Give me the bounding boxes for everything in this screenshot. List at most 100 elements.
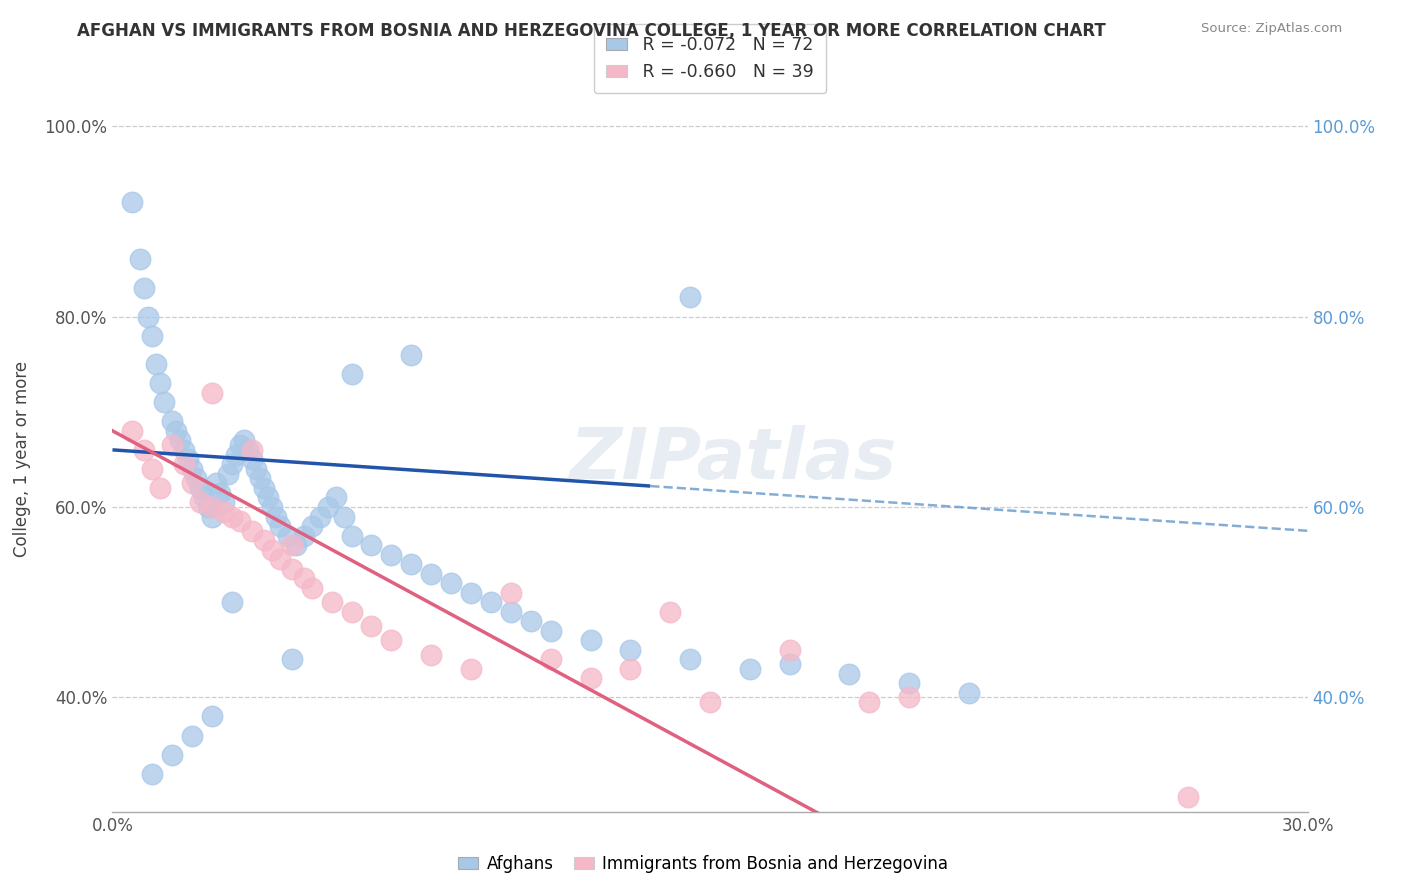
Point — [162, 438, 183, 452]
Point — [277, 528, 299, 542]
Point — [141, 328, 163, 343]
Text: Source: ZipAtlas.com: Source: ZipAtlas.com — [1202, 22, 1343, 36]
Point — [460, 662, 482, 676]
Point — [360, 538, 382, 552]
Point — [269, 552, 291, 566]
Point — [141, 462, 163, 476]
Legend:  R = -0.072   N = 72,  R = -0.660   N = 39: R = -0.072 N = 72, R = -0.660 N = 39 — [593, 24, 827, 93]
Point — [149, 376, 172, 391]
Point — [121, 424, 143, 438]
Point — [520, 614, 543, 628]
Point — [316, 500, 339, 514]
Point — [201, 709, 224, 723]
Point — [420, 648, 443, 662]
Point — [957, 686, 980, 700]
Point — [173, 457, 195, 471]
Y-axis label: College, 1 year or more: College, 1 year or more — [13, 361, 31, 558]
Point — [201, 500, 224, 514]
Point — [181, 476, 204, 491]
Point — [153, 395, 176, 409]
Point — [149, 481, 172, 495]
Point — [134, 442, 156, 457]
Point — [260, 500, 283, 514]
Point — [212, 505, 235, 519]
Point — [188, 495, 211, 509]
Point — [229, 438, 252, 452]
Point — [738, 662, 761, 676]
Point — [134, 281, 156, 295]
Point — [269, 519, 291, 533]
Point — [281, 652, 304, 666]
Point — [240, 442, 263, 457]
Point — [145, 357, 167, 371]
Point — [221, 595, 243, 609]
Point — [257, 491, 280, 505]
Point — [325, 491, 347, 505]
Point — [619, 662, 641, 676]
Point — [281, 562, 304, 576]
Point — [173, 442, 195, 457]
Point — [380, 548, 402, 562]
Point — [360, 619, 382, 633]
Point — [301, 581, 323, 595]
Point — [292, 528, 315, 542]
Point — [699, 695, 721, 709]
Point — [898, 676, 921, 690]
Point — [540, 652, 562, 666]
Point — [479, 595, 502, 609]
Point — [301, 519, 323, 533]
Point — [201, 509, 224, 524]
Text: ZIPatlas: ZIPatlas — [571, 425, 897, 494]
Point — [380, 633, 402, 648]
Point — [181, 729, 204, 743]
Point — [264, 509, 287, 524]
Point — [221, 509, 243, 524]
Point — [281, 538, 304, 552]
Point — [201, 385, 224, 400]
Point — [193, 491, 215, 505]
Point — [221, 457, 243, 471]
Point — [401, 348, 423, 362]
Point — [188, 481, 211, 495]
Point — [340, 605, 363, 619]
Point — [229, 514, 252, 528]
Point — [217, 467, 239, 481]
Point — [186, 471, 208, 485]
Point — [321, 595, 343, 609]
Point — [499, 585, 522, 599]
Point — [679, 291, 702, 305]
Point — [141, 766, 163, 780]
Point — [225, 448, 247, 462]
Point — [401, 557, 423, 571]
Point — [209, 485, 232, 500]
Point — [579, 633, 602, 648]
Point — [212, 495, 235, 509]
Point — [245, 462, 267, 476]
Point — [253, 533, 276, 548]
Point — [898, 690, 921, 705]
Point — [340, 528, 363, 542]
Point — [121, 195, 143, 210]
Point — [177, 452, 200, 467]
Point — [181, 462, 204, 476]
Point — [129, 252, 152, 267]
Legend: Afghans, Immigrants from Bosnia and Herzegovina: Afghans, Immigrants from Bosnia and Herz… — [451, 848, 955, 880]
Point — [260, 542, 283, 557]
Point — [197, 500, 219, 514]
Point — [169, 434, 191, 448]
Point — [284, 538, 307, 552]
Point — [619, 643, 641, 657]
Point — [460, 585, 482, 599]
Point — [440, 576, 463, 591]
Point — [499, 605, 522, 619]
Point — [659, 605, 682, 619]
Point — [332, 509, 354, 524]
Point — [162, 747, 183, 762]
Point — [162, 414, 183, 428]
Point — [205, 476, 228, 491]
Point — [340, 367, 363, 381]
Point — [679, 652, 702, 666]
Point — [233, 434, 256, 448]
Point — [540, 624, 562, 638]
Point — [240, 524, 263, 538]
